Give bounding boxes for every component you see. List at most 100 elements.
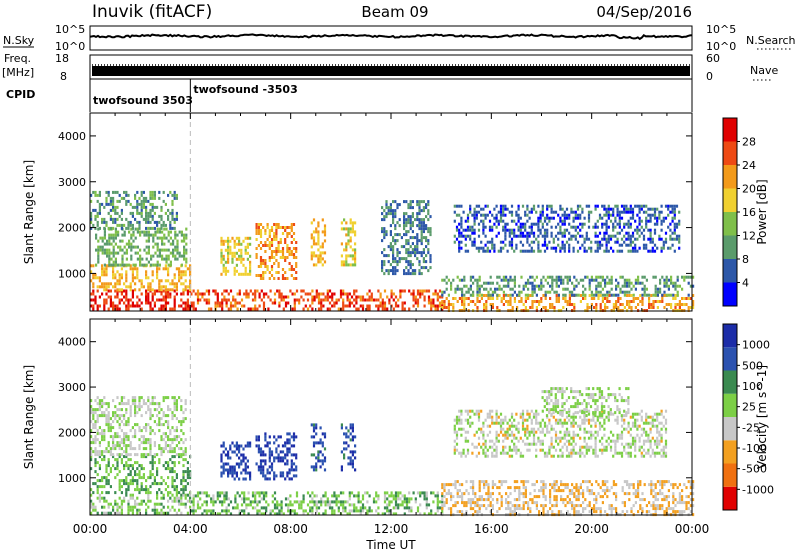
velocity-cell xyxy=(116,414,119,418)
velocity-cell xyxy=(90,499,93,503)
velocity-cell xyxy=(290,459,293,463)
power-cell xyxy=(618,216,621,220)
power-cell xyxy=(394,257,397,261)
power-cell xyxy=(249,260,252,264)
power-cell xyxy=(392,292,395,296)
power-cell xyxy=(411,263,414,267)
velocity-cell xyxy=(94,441,97,445)
power-cell xyxy=(653,210,657,214)
power-cell xyxy=(160,223,163,227)
power-cell xyxy=(315,292,318,296)
power-cell xyxy=(131,273,134,277)
power-cell xyxy=(254,295,257,299)
power-cell xyxy=(112,202,115,206)
power-cell xyxy=(221,292,224,296)
power-cell xyxy=(550,207,553,211)
power-cell xyxy=(127,193,130,197)
power-cell xyxy=(579,234,582,238)
power-cell xyxy=(238,257,241,261)
velocity-cell xyxy=(273,491,277,495)
velocity-cell xyxy=(220,471,223,475)
velocity-cell xyxy=(116,396,119,400)
velocity-cell xyxy=(278,509,281,513)
power-cell xyxy=(396,254,399,258)
power-cell xyxy=(616,213,619,217)
velocity-cell xyxy=(220,453,223,457)
power-cell xyxy=(343,218,346,222)
power-cell xyxy=(189,273,192,277)
power-cell xyxy=(576,249,580,253)
power-cell xyxy=(496,297,499,300)
velocity-cell xyxy=(500,504,503,508)
power-cell xyxy=(353,289,356,293)
power-cell xyxy=(475,204,478,208)
velocity-cell xyxy=(90,411,93,415)
power-cell xyxy=(165,257,168,261)
velocity-cell xyxy=(138,508,141,512)
power-cell xyxy=(345,233,348,237)
power-cell xyxy=(482,207,485,211)
power-cell xyxy=(164,211,167,215)
power-cell xyxy=(418,269,421,273)
power-cell xyxy=(114,208,117,212)
power-cell xyxy=(396,206,399,210)
velocity-cell xyxy=(277,453,280,457)
power-cell xyxy=(151,295,154,299)
velocity-cell xyxy=(207,509,211,513)
power-cell xyxy=(178,251,181,255)
power-cell xyxy=(532,249,536,253)
power-cell xyxy=(620,243,624,247)
power-cell xyxy=(445,281,448,285)
power-cell xyxy=(673,222,676,226)
velocity-cell xyxy=(169,432,172,436)
velocity-cell xyxy=(173,470,176,474)
power-cell xyxy=(317,254,320,258)
velocity-cell xyxy=(114,444,117,448)
power-cell xyxy=(608,294,611,297)
power-cell xyxy=(643,287,646,291)
power-cell xyxy=(173,298,176,302)
power-cell xyxy=(568,249,571,253)
velocity-cell xyxy=(386,503,389,507)
velocity-cell xyxy=(151,458,154,462)
power-cell xyxy=(636,228,639,232)
velocity-cell xyxy=(96,450,99,454)
velocity-cell xyxy=(450,507,453,511)
velocity-cell xyxy=(120,479,123,483)
power-cell xyxy=(458,243,461,247)
velocity-cell xyxy=(167,476,170,480)
velocity-cell xyxy=(229,444,232,448)
power-cell xyxy=(409,236,412,240)
velocity-cell xyxy=(123,467,126,471)
velocity-cell xyxy=(160,450,163,454)
power-cell xyxy=(543,228,547,232)
velocity-cell xyxy=(288,450,291,454)
velocity-cell xyxy=(101,432,104,436)
power-cell xyxy=(411,212,414,216)
power-cell xyxy=(106,242,109,246)
power-cell xyxy=(623,240,626,244)
power-cell xyxy=(480,207,483,211)
power-cell xyxy=(216,292,219,296)
velocity-cell xyxy=(118,444,121,448)
power-cell xyxy=(279,238,282,241)
power-cell xyxy=(530,222,533,226)
velocity-cell xyxy=(212,497,215,501)
power-cell xyxy=(103,242,106,246)
power-cell xyxy=(326,292,329,296)
power-cell xyxy=(320,307,323,311)
power-cell xyxy=(345,245,348,249)
velocity-cell xyxy=(147,438,150,442)
power-cell xyxy=(509,297,512,300)
power-cell xyxy=(403,221,406,225)
velocity-cell xyxy=(266,444,269,448)
velocity-cell xyxy=(184,505,187,509)
velocity-cell xyxy=(107,479,110,483)
velocity-cell xyxy=(485,480,488,484)
power-cell xyxy=(533,287,536,291)
power-cell xyxy=(98,276,101,280)
power-cell xyxy=(482,246,485,250)
power-cell xyxy=(186,304,189,308)
power-cell xyxy=(112,190,115,194)
power-cell xyxy=(504,234,507,238)
